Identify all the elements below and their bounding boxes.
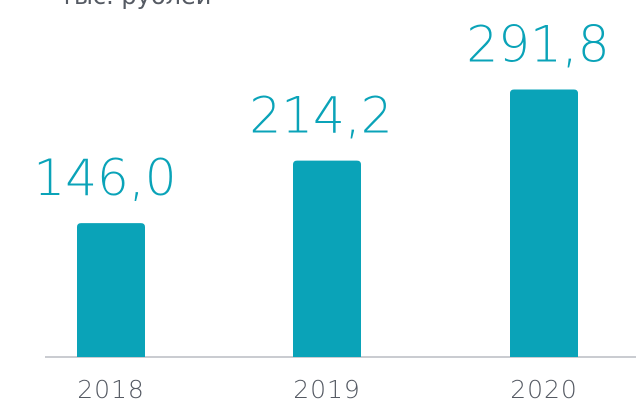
bar: [77, 223, 145, 357]
chart-subtitle: тыс. рублей: [60, 0, 211, 10]
bar: [293, 160, 361, 357]
bar: [510, 89, 578, 358]
value-label: 146,0: [33, 149, 176, 207]
value-label: 214,2: [249, 87, 392, 145]
x-tick-label: 2019: [293, 375, 361, 404]
x-tick-label: 2020: [510, 375, 578, 404]
x-tick-label: 2018: [77, 375, 145, 404]
value-label: 291,8: [466, 16, 609, 74]
